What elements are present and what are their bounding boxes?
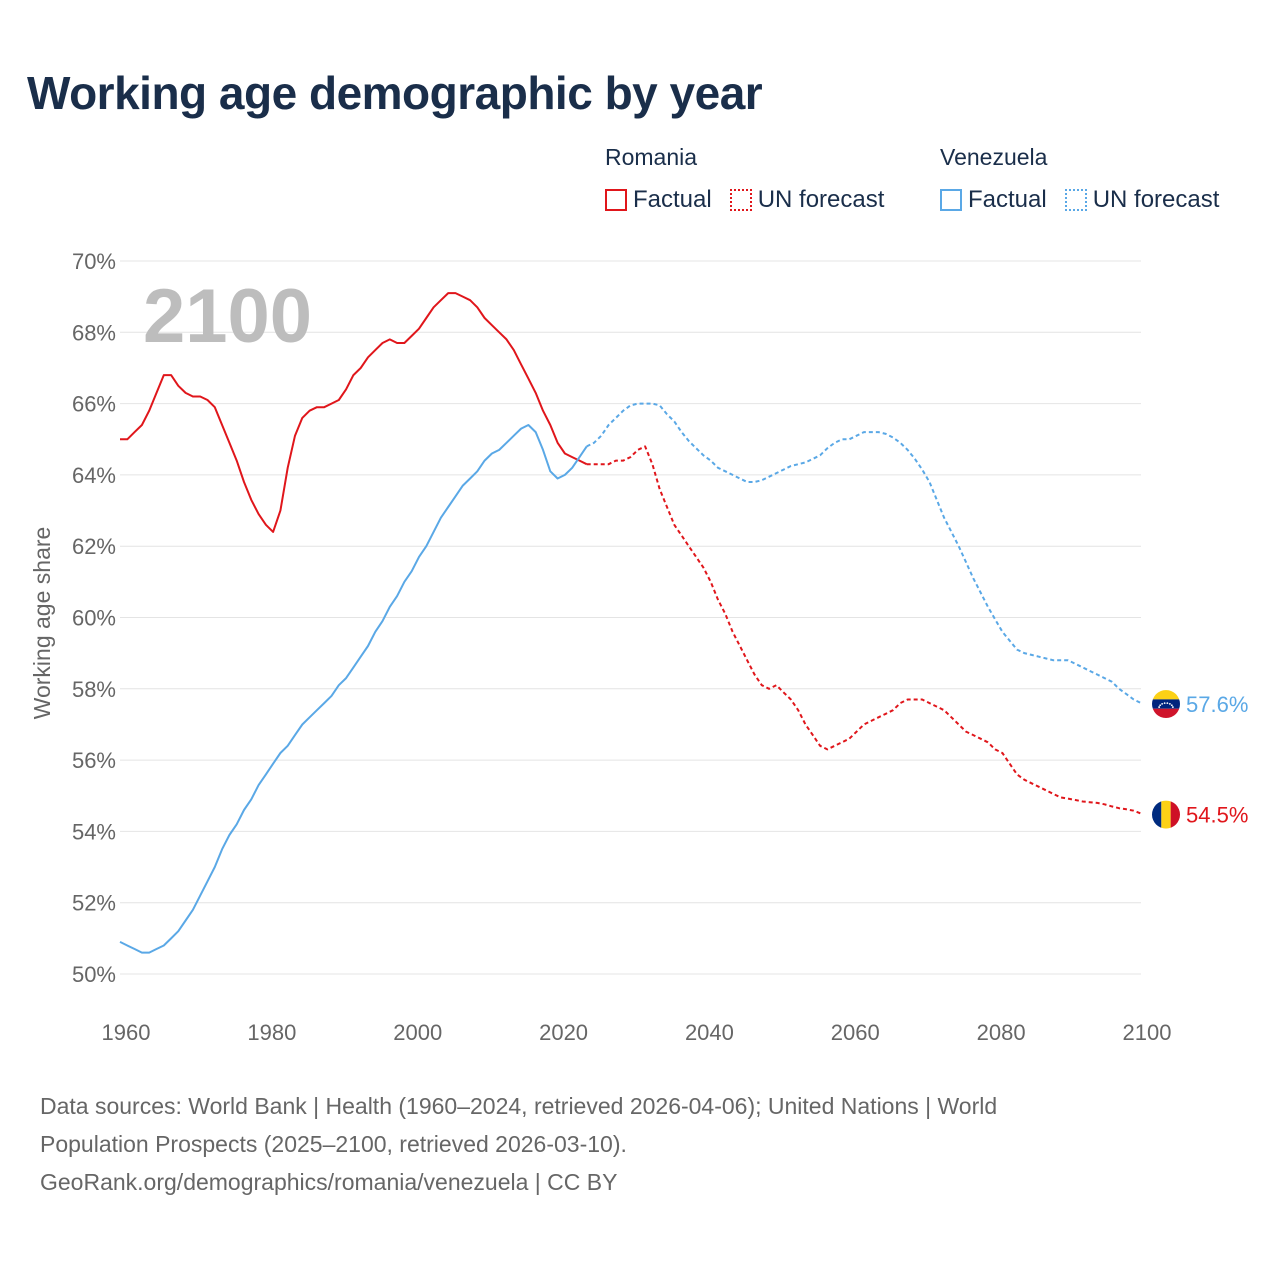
legend-item-label: UN forecast: [757, 186, 885, 213]
y-tick-label: 64%: [72, 463, 116, 488]
series-line-romania-forecast[interactable]: [586, 445, 1142, 815]
x-tick-label: 1980: [247, 1020, 296, 1045]
x-axis-ticks: 1960 1980 2000 2020 2040 2060 2080 2100: [102, 1020, 1172, 1045]
solid-swatch-icon: [605, 189, 627, 211]
y-tick-label: 56%: [72, 748, 116, 773]
legend-item-label: Factual: [633, 186, 712, 213]
series-line-venezuela-forecast[interactable]: [586, 402, 1142, 704]
y-tick-label: 70%: [72, 249, 116, 274]
solid-swatch-icon: [940, 189, 962, 211]
line-chart: 50%52%54%56%58%60%62%64%66%68%70% 1960 19…: [29, 249, 1248, 1045]
footer-source-line: Data sources: World Bank | Health (1960–…: [40, 1093, 998, 1119]
romania-flag-icon: [1152, 800, 1180, 829]
chart-title: Working age demographic by year: [27, 67, 763, 119]
series-line-romania-factual[interactable]: [120, 292, 588, 533]
y-tick-label: 68%: [72, 320, 116, 345]
legend-group-romania: Romania Factual UN forecast: [605, 144, 884, 214]
footer: Data sources: World Bank | Health (1960–…: [40, 1087, 1240, 1201]
x-tick-label: 2100: [1123, 1020, 1172, 1045]
end-label-romania: 54.5%: [1186, 803, 1248, 828]
footer-source-line: Population Prospects (2025–2100, retriev…: [40, 1131, 627, 1157]
x-tick-label: 2000: [393, 1020, 442, 1045]
gridlines: [120, 260, 1141, 975]
y-tick-label: 50%: [72, 962, 116, 987]
legend-item-label: Factual: [968, 186, 1047, 213]
y-tick-label: 66%: [72, 392, 116, 417]
y-tick-label: 58%: [72, 677, 116, 702]
year-watermark: 2100: [143, 274, 312, 359]
legend-group-title: Venezuela: [940, 144, 1048, 170]
dotted-swatch-icon: [729, 189, 752, 211]
y-axis-label: Working age share: [29, 527, 55, 720]
dotted-swatch-icon: [1064, 189, 1087, 211]
y-tick-label: 60%: [72, 606, 116, 631]
y-axis-ticks: 50% 52% 54% 56% 58% 60% 62% 64% 66% 68% 70%: [72, 249, 116, 987]
legend-item-romania-forecast[interactable]: UN forecast: [729, 186, 885, 214]
series-group: [119, 292, 1142, 954]
series-line-venezuela-factual[interactable]: [119, 424, 588, 954]
x-tick-label: 2060: [831, 1020, 880, 1045]
x-tick-label: 2040: [685, 1020, 734, 1045]
footer-attribution[interactable]: GeoRank.org/demographics/romania/venezue…: [40, 1169, 618, 1195]
legend-item-venezuela-forecast[interactable]: UN forecast: [1064, 186, 1220, 214]
end-labels: 54.5% 57.6%: [1152, 690, 1248, 829]
legend-group-title: Romania: [605, 144, 698, 170]
legend-item-romania-factual[interactable]: Factual: [605, 186, 712, 214]
y-tick-label: 62%: [72, 534, 116, 559]
y-tick-label: 54%: [72, 819, 116, 844]
venezuela-flag-icon: [1152, 690, 1180, 719]
legend-item-venezuela-factual[interactable]: Factual: [940, 186, 1047, 214]
x-tick-label: 2020: [539, 1020, 588, 1045]
x-tick-label: 2080: [977, 1020, 1026, 1045]
end-label-venezuela: 57.6%: [1186, 692, 1248, 717]
legend-item-label: UN forecast: [1092, 186, 1220, 213]
legend-group-venezuela: Venezuela Factual UN forecast: [940, 144, 1219, 214]
x-tick-label: 1960: [102, 1020, 151, 1045]
y-tick-label: 52%: [72, 891, 116, 916]
